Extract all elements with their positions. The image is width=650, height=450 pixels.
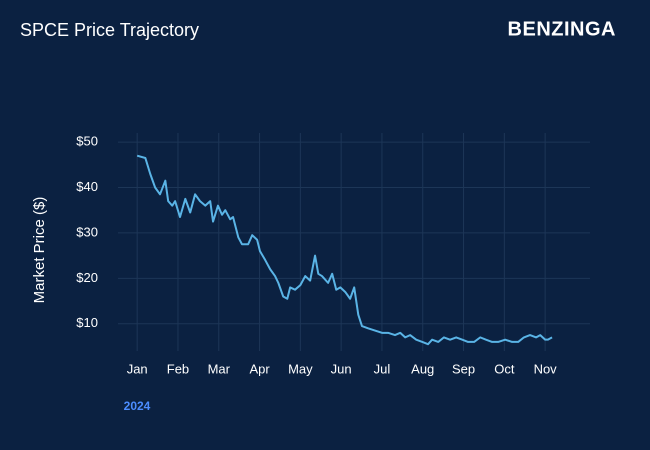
y-tick-label: $20 bbox=[76, 270, 98, 285]
x-tick-label: May bbox=[288, 361, 313, 376]
x-tick-label: Nov bbox=[534, 361, 558, 376]
y-tick-label: $50 bbox=[76, 134, 98, 149]
price-line bbox=[136, 154, 553, 346]
x-tick-label: Jun bbox=[331, 361, 352, 376]
x-tick-label: Apr bbox=[249, 361, 270, 376]
x-tick-label: Aug bbox=[411, 361, 434, 376]
x-tick-label: Feb bbox=[167, 361, 189, 376]
year-annotation: 2024 bbox=[124, 399, 151, 413]
y-tick-label: $10 bbox=[76, 315, 98, 330]
y-tick-label: $40 bbox=[76, 179, 98, 194]
x-tick-label: Mar bbox=[208, 361, 231, 376]
x-tick-label: Jul bbox=[374, 361, 391, 376]
x-tick-label: Jan bbox=[127, 361, 148, 376]
chart-title: SPCE Price Trajectory bbox=[20, 20, 199, 40]
x-tick-label: Sep bbox=[452, 361, 475, 376]
brand-logo: BENZINGA bbox=[508, 18, 616, 40]
y-tick-label: $30 bbox=[76, 224, 98, 239]
x-tick-label: Oct bbox=[494, 361, 515, 376]
y-axis-label: Market Price ($) bbox=[31, 197, 48, 304]
